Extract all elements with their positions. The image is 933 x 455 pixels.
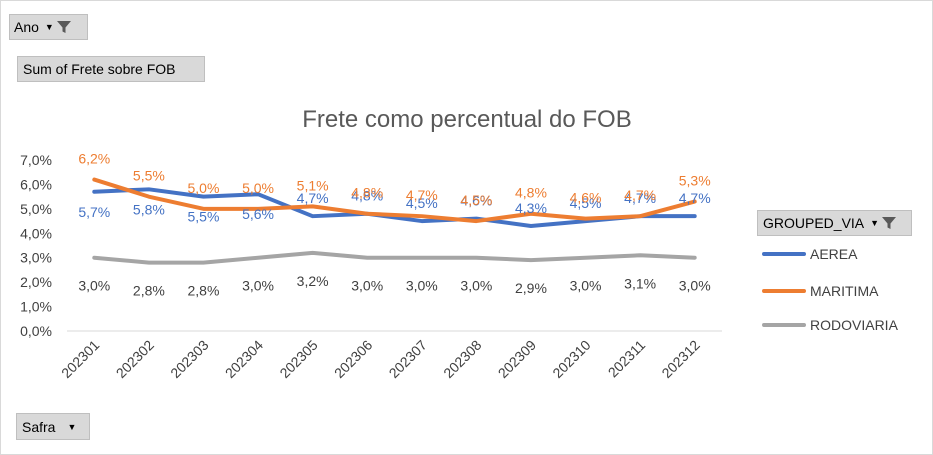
x-tick-label: 202302 [113,337,157,381]
series-line-maritima [92,177,697,224]
y-tick-label: 6,0% [20,176,52,192]
y-tick-label: 1,0% [20,299,52,315]
data-label-aerea: 4,7% [297,190,329,206]
data-label-rodoviaria: 3,0% [570,278,602,294]
x-tick-label: 202305 [276,337,320,381]
legend-label-rodoviaria[interactable]: RODOVIARIA [810,317,899,333]
data-label-maritima: 5,0% [187,180,219,196]
x-tick-label: 202312 [658,337,702,381]
data-label-maritima: 5,5% [133,168,165,184]
sum-value-field-label: Sum of Frete sobre FOB [23,61,176,77]
data-label-aerea: 5,6% [242,206,274,222]
data-label-maritima: 4,6% [570,190,602,206]
grouped-via-filter-button[interactable]: GROUPED_VIA ▼ [757,210,912,236]
y-tick-label: 2,0% [20,274,52,290]
data-label-aerea: 5,5% [187,209,219,225]
data-label-aerea: 4,5% [570,195,602,211]
filter-funnel-icon [882,217,897,229]
x-tick-label: 202311 [605,337,649,381]
data-label-maritima: 4,7% [624,187,656,203]
data-label-maritima: 5,0% [242,180,274,196]
x-tick-label: 202308 [440,337,484,381]
filter-funnel-icon [56,21,71,33]
x-tick-label: 202306 [331,337,375,381]
data-label-maritima: 4,8% [351,185,383,201]
y-tick-label: 5,0% [20,201,52,217]
data-label-maritima: 4,8% [515,185,547,201]
data-label-rodoviaria: 3,0% [679,278,711,294]
safra-filter-button[interactable]: Safra ▼ [16,413,90,440]
data-label-aerea: 5,7% [78,204,110,220]
legend-label-aerea[interactable]: AEREA [810,246,858,262]
x-tick-label: 202303 [167,337,211,381]
data-label-aerea: 4,7% [679,190,711,206]
ano-filter-button[interactable]: Ano ▼ [9,14,88,40]
ano-filter-label: Ano [14,19,39,35]
data-label-rodoviaria: 2,9% [515,280,547,296]
data-label-rodoviaria: 2,8% [187,283,219,299]
grouped-via-filter-label: GROUPED_VIA [763,215,865,231]
x-tick-label: 202304 [222,337,266,381]
safra-filter-label: Safra [22,418,56,435]
x-tick-label: 202310 [549,337,593,381]
data-label-rodoviaria: 3,2% [297,273,329,289]
data-label-rodoviaria: 2,8% [133,283,165,299]
y-tick-label: 3,0% [20,250,52,266]
data-label-maritima: 5,3% [679,173,711,189]
data-label-aerea: 4,8% [351,188,383,204]
series-line-rodoviaria [92,250,697,265]
dropdown-arrow-icon: ▼ [67,421,77,432]
data-label-maritima: 4,5% [460,192,492,208]
x-tick-label: 202307 [386,337,430,381]
x-tick-label: 202309 [495,337,539,381]
data-label-maritima: 5,1% [297,177,329,193]
data-label-maritima: 6,2% [78,151,110,167]
data-label-aerea: 4,3% [515,200,547,216]
data-label-aerea: 4,7% [624,190,656,206]
data-label-rodoviaria: 3,1% [624,275,656,291]
data-label-rodoviaria: 3,0% [78,278,110,294]
data-label-aerea: 5,8% [133,201,165,217]
chart-title: Frete como percentual do FOB [302,106,631,133]
data-label-aerea: 4,6% [460,193,492,209]
dropdown-arrow-icon: ▼ [44,22,54,32]
y-tick-label: 7,0% [20,152,52,168]
series-line-aerea [92,187,697,228]
data-label-rodoviaria: 3,0% [460,278,492,294]
data-label-rodoviaria: 3,0% [406,278,438,294]
data-label-maritima: 4,7% [406,187,438,203]
data-label-aerea: 4,5% [406,195,438,211]
data-label-rodoviaria: 3,0% [242,278,274,294]
y-tick-label: 0,0% [20,323,52,339]
dropdown-arrow-icon: ▼ [870,218,880,228]
sum-value-field-button[interactable]: Sum of Frete sobre FOB [17,56,205,82]
data-label-rodoviaria: 3,0% [351,278,383,294]
x-tick-label: 202301 [58,337,102,381]
legend-label-maritima[interactable]: MARITIMA [810,283,879,299]
y-tick-label: 4,0% [20,225,52,241]
